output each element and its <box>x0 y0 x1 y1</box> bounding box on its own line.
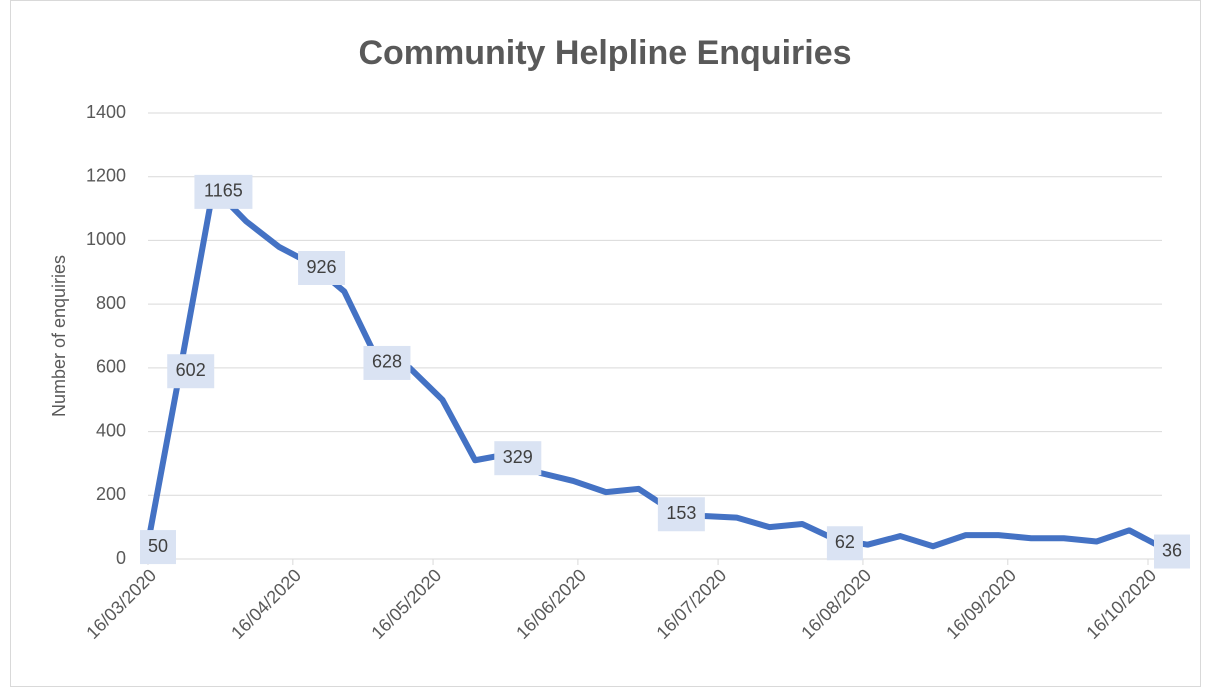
y-tick-label: 1000 <box>86 229 126 249</box>
y-tick-label: 600 <box>96 357 126 377</box>
data-label-box <box>167 354 215 389</box>
y-axis-label: Number of enquiries <box>49 255 69 417</box>
data-label: 153 <box>666 503 696 523</box>
data-label-box <box>194 174 253 209</box>
data-label-box <box>363 345 411 380</box>
y-tick-label: 0 <box>116 548 126 568</box>
y-tick-label: 1200 <box>86 165 126 185</box>
data-label-box <box>140 530 176 565</box>
y-tick-label: 200 <box>96 484 126 504</box>
data-label: 602 <box>176 360 206 380</box>
data-label: 628 <box>372 352 402 372</box>
data-label-box <box>494 441 542 476</box>
data-label: 1165 <box>204 181 243 201</box>
data-label-box <box>657 497 705 532</box>
y-tick-label: 800 <box>96 293 126 313</box>
data-label: 50 <box>148 536 168 556</box>
y-tick-label: 1400 <box>86 102 126 122</box>
data-label-box <box>298 251 346 286</box>
y-tick-label: 400 <box>96 420 126 440</box>
chart-frame <box>10 0 1201 687</box>
data-label: 329 <box>503 447 533 467</box>
data-label: 36 <box>1162 540 1182 560</box>
data-label-box <box>1154 534 1190 569</box>
data-label-box <box>826 526 863 561</box>
chart-title: Community Helpline Enquiries <box>358 34 851 72</box>
data-label: 62 <box>835 532 855 552</box>
data-label: 926 <box>307 257 337 277</box>
